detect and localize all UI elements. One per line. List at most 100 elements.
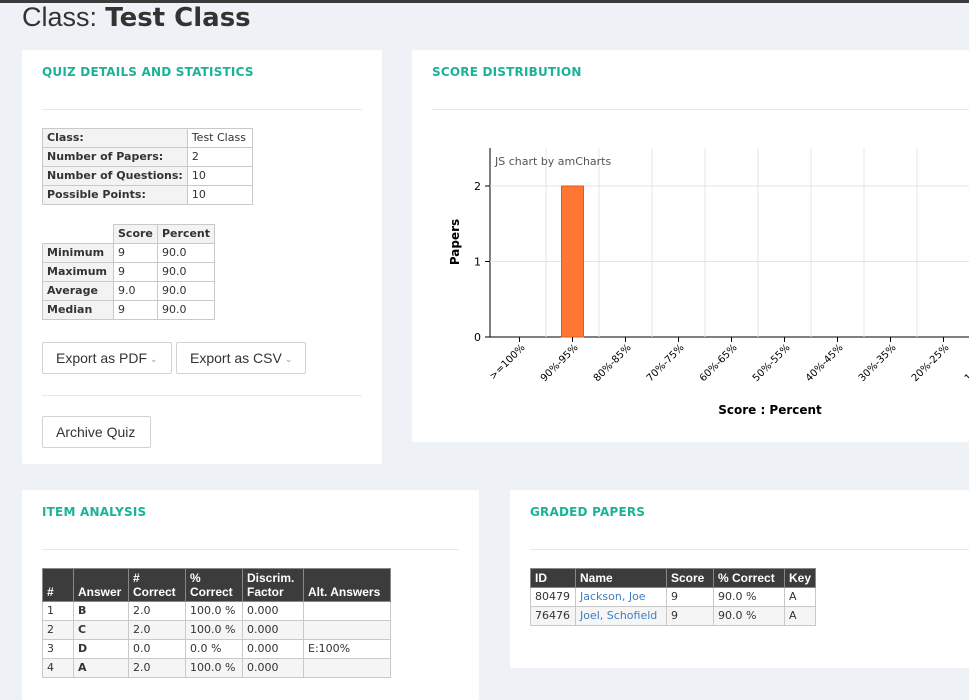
chart-x-tick-label: >=100% xyxy=(488,342,528,382)
item-number: 2 xyxy=(42,620,74,640)
archive-quiz-button[interactable]: Archive Quiz xyxy=(42,416,151,448)
table-row: Number of Questions: 10 xyxy=(42,166,253,186)
table-row: Class: Test Class xyxy=(42,128,253,148)
detail-value: 10 xyxy=(186,185,253,205)
item-correct: 2.0 xyxy=(128,601,186,621)
item-answer: A xyxy=(73,658,129,678)
quiz-details-table: Class: Test Class Number of Papers: 2 Nu… xyxy=(42,128,253,205)
item-discrim: 0.000 xyxy=(242,620,304,640)
item-discrim: 0.000 xyxy=(242,658,304,678)
detail-label: Number of Questions: xyxy=(42,166,188,186)
export-pdf-label: Export as PDF xyxy=(56,350,148,366)
chart-y-label: Papers xyxy=(448,219,462,265)
divider xyxy=(42,109,362,110)
score-distribution-panel: SCORE DISTRIBUTION 0 1 2 >=100% 90%-95% 80%-… xyxy=(412,50,969,442)
export-pdf-button[interactable]: Export as PDF ⌄ xyxy=(42,342,172,374)
header-id: ID xyxy=(530,568,576,588)
header-alt-answers: Alt. Answers xyxy=(303,568,391,602)
paper-key: A xyxy=(783,606,817,626)
item-pct: 100.0 % xyxy=(185,601,243,621)
paper-student-link[interactable]: Jackson, Joe xyxy=(575,587,667,607)
table-row: 4 A 2.0 100.0 % 0.000 xyxy=(42,658,391,678)
table-header-row: Score Percent xyxy=(42,224,216,244)
stat-label: Average xyxy=(42,281,114,301)
detail-value: 2 xyxy=(186,147,253,167)
chevron-down-icon: ⌄ xyxy=(284,353,293,364)
stat-score: 9 xyxy=(113,243,158,263)
divider xyxy=(42,549,459,550)
item-discrim: 0.000 xyxy=(242,601,304,621)
table-row: 80479 Jackson, Joe 9 90.0 % A xyxy=(530,587,817,607)
chart-x-ticks: >=100% 90%-95% 80%-85% 70%-75% 60%-65% 50%-55… xyxy=(488,337,969,384)
paper-score: 9 xyxy=(666,587,714,607)
detail-label: Possible Points: xyxy=(42,185,188,205)
page-title: Class: Test Class xyxy=(22,2,251,33)
item-pct: 0.0 % xyxy=(185,639,243,659)
table-row: 2 C 2.0 100.0 % 0.000 xyxy=(42,620,391,640)
chart-x-tick-label: 30%-35% xyxy=(857,342,899,384)
item-number: 3 xyxy=(42,639,74,659)
table-row: Minimum 9 90.0 xyxy=(42,243,216,263)
item-analysis-title: ITEM ANALYSIS xyxy=(42,505,147,519)
table-row: Average 9.0 90.0 xyxy=(42,281,216,301)
stat-label: Minimum xyxy=(42,243,114,263)
divider xyxy=(530,549,969,550)
quiz-details-panel: QUIZ DETAILS AND STATISTICS Class: Test … xyxy=(22,50,382,464)
header-name: Name xyxy=(575,568,667,588)
chart-bar xyxy=(561,185,584,338)
chart-y-tick-label: 0 xyxy=(474,331,481,344)
item-analysis-panel: ITEM ANALYSIS # Answer # Correct % Corre… xyxy=(22,490,479,700)
paper-pct: 90.0 % xyxy=(713,606,785,626)
export-csv-button[interactable]: Export as CSV ⌄ xyxy=(176,342,306,374)
chart-credit[interactable]: JS chart by amCharts xyxy=(494,155,611,168)
score-distribution-title: SCORE DISTRIBUTION xyxy=(432,65,582,79)
chevron-down-icon: ⌄ xyxy=(150,353,158,364)
paper-score: 9 xyxy=(666,606,714,626)
chart-x-tick-label: 80%-85% xyxy=(592,342,634,384)
item-alt xyxy=(303,658,391,678)
stat-percent: 90.0 xyxy=(156,281,216,301)
paper-key: A xyxy=(783,587,817,607)
detail-label: Number of Papers: xyxy=(42,147,188,167)
item-answer: D xyxy=(73,639,129,659)
chart-x-tick-label: 20%-25% xyxy=(910,342,952,384)
stat-label: Median xyxy=(42,300,114,320)
header-answer: Answer xyxy=(73,568,129,602)
stat-score: 9 xyxy=(113,262,158,282)
paper-pct: 90.0 % xyxy=(713,587,785,607)
detail-label: Class: xyxy=(42,128,188,148)
table-row: 1 B 2.0 100.0 % 0.000 xyxy=(42,601,391,621)
quiz-stats-table: Score Percent Minimum 9 90.0 Maximum 9 9… xyxy=(42,224,216,320)
chart-x-tick-label: 10%-15% xyxy=(963,342,969,384)
graded-papers-title: GRADED PAPERS xyxy=(530,505,646,519)
paper-student-link[interactable]: Joel, Schofield xyxy=(575,606,667,626)
stat-score: 9.0 xyxy=(113,281,158,301)
item-answer: C xyxy=(73,620,129,640)
page-title-class-name: Test Class xyxy=(105,3,251,33)
chart-y-tick-label: 1 xyxy=(474,256,481,269)
chart-bars xyxy=(561,185,584,338)
item-analysis-table: # Answer # Correct % Correct Discrim. Fa… xyxy=(42,568,391,678)
item-number: 4 xyxy=(42,658,74,678)
stat-score: 9 xyxy=(113,300,158,320)
table-row: Possible Points: 10 xyxy=(42,185,253,205)
chart-y-tick-label: 2 xyxy=(474,180,481,193)
stat-label: Maximum xyxy=(42,262,114,282)
table-header-row: ID Name Score % Correct Key xyxy=(530,568,817,588)
stat-percent: 90.0 xyxy=(156,262,216,282)
chart-x-tick-label: 50%-55% xyxy=(751,342,793,384)
item-alt xyxy=(303,620,391,640)
table-row: Maximum 9 90.0 xyxy=(42,262,216,282)
item-alt xyxy=(303,601,391,621)
chart-x-tick-label: 40%-45% xyxy=(804,342,846,384)
header-num-correct: # Correct xyxy=(128,568,186,602)
graded-papers-panel: GRADED PAPERS ID Name Score % Correct Ke… xyxy=(510,490,969,668)
table-row: 76476 Joel, Schofield 9 90.0 % A xyxy=(530,606,817,626)
stat-percent: 90.0 xyxy=(156,243,216,263)
graded-papers-table: ID Name Score % Correct Key 80479 Jackso… xyxy=(530,568,817,626)
item-correct: 2.0 xyxy=(128,620,186,640)
chart-x-label: Score : Percent xyxy=(718,403,822,417)
header-discrim: Discrim. Factor xyxy=(242,568,304,602)
header-key: Key xyxy=(783,568,817,588)
header-number: # xyxy=(42,568,74,602)
